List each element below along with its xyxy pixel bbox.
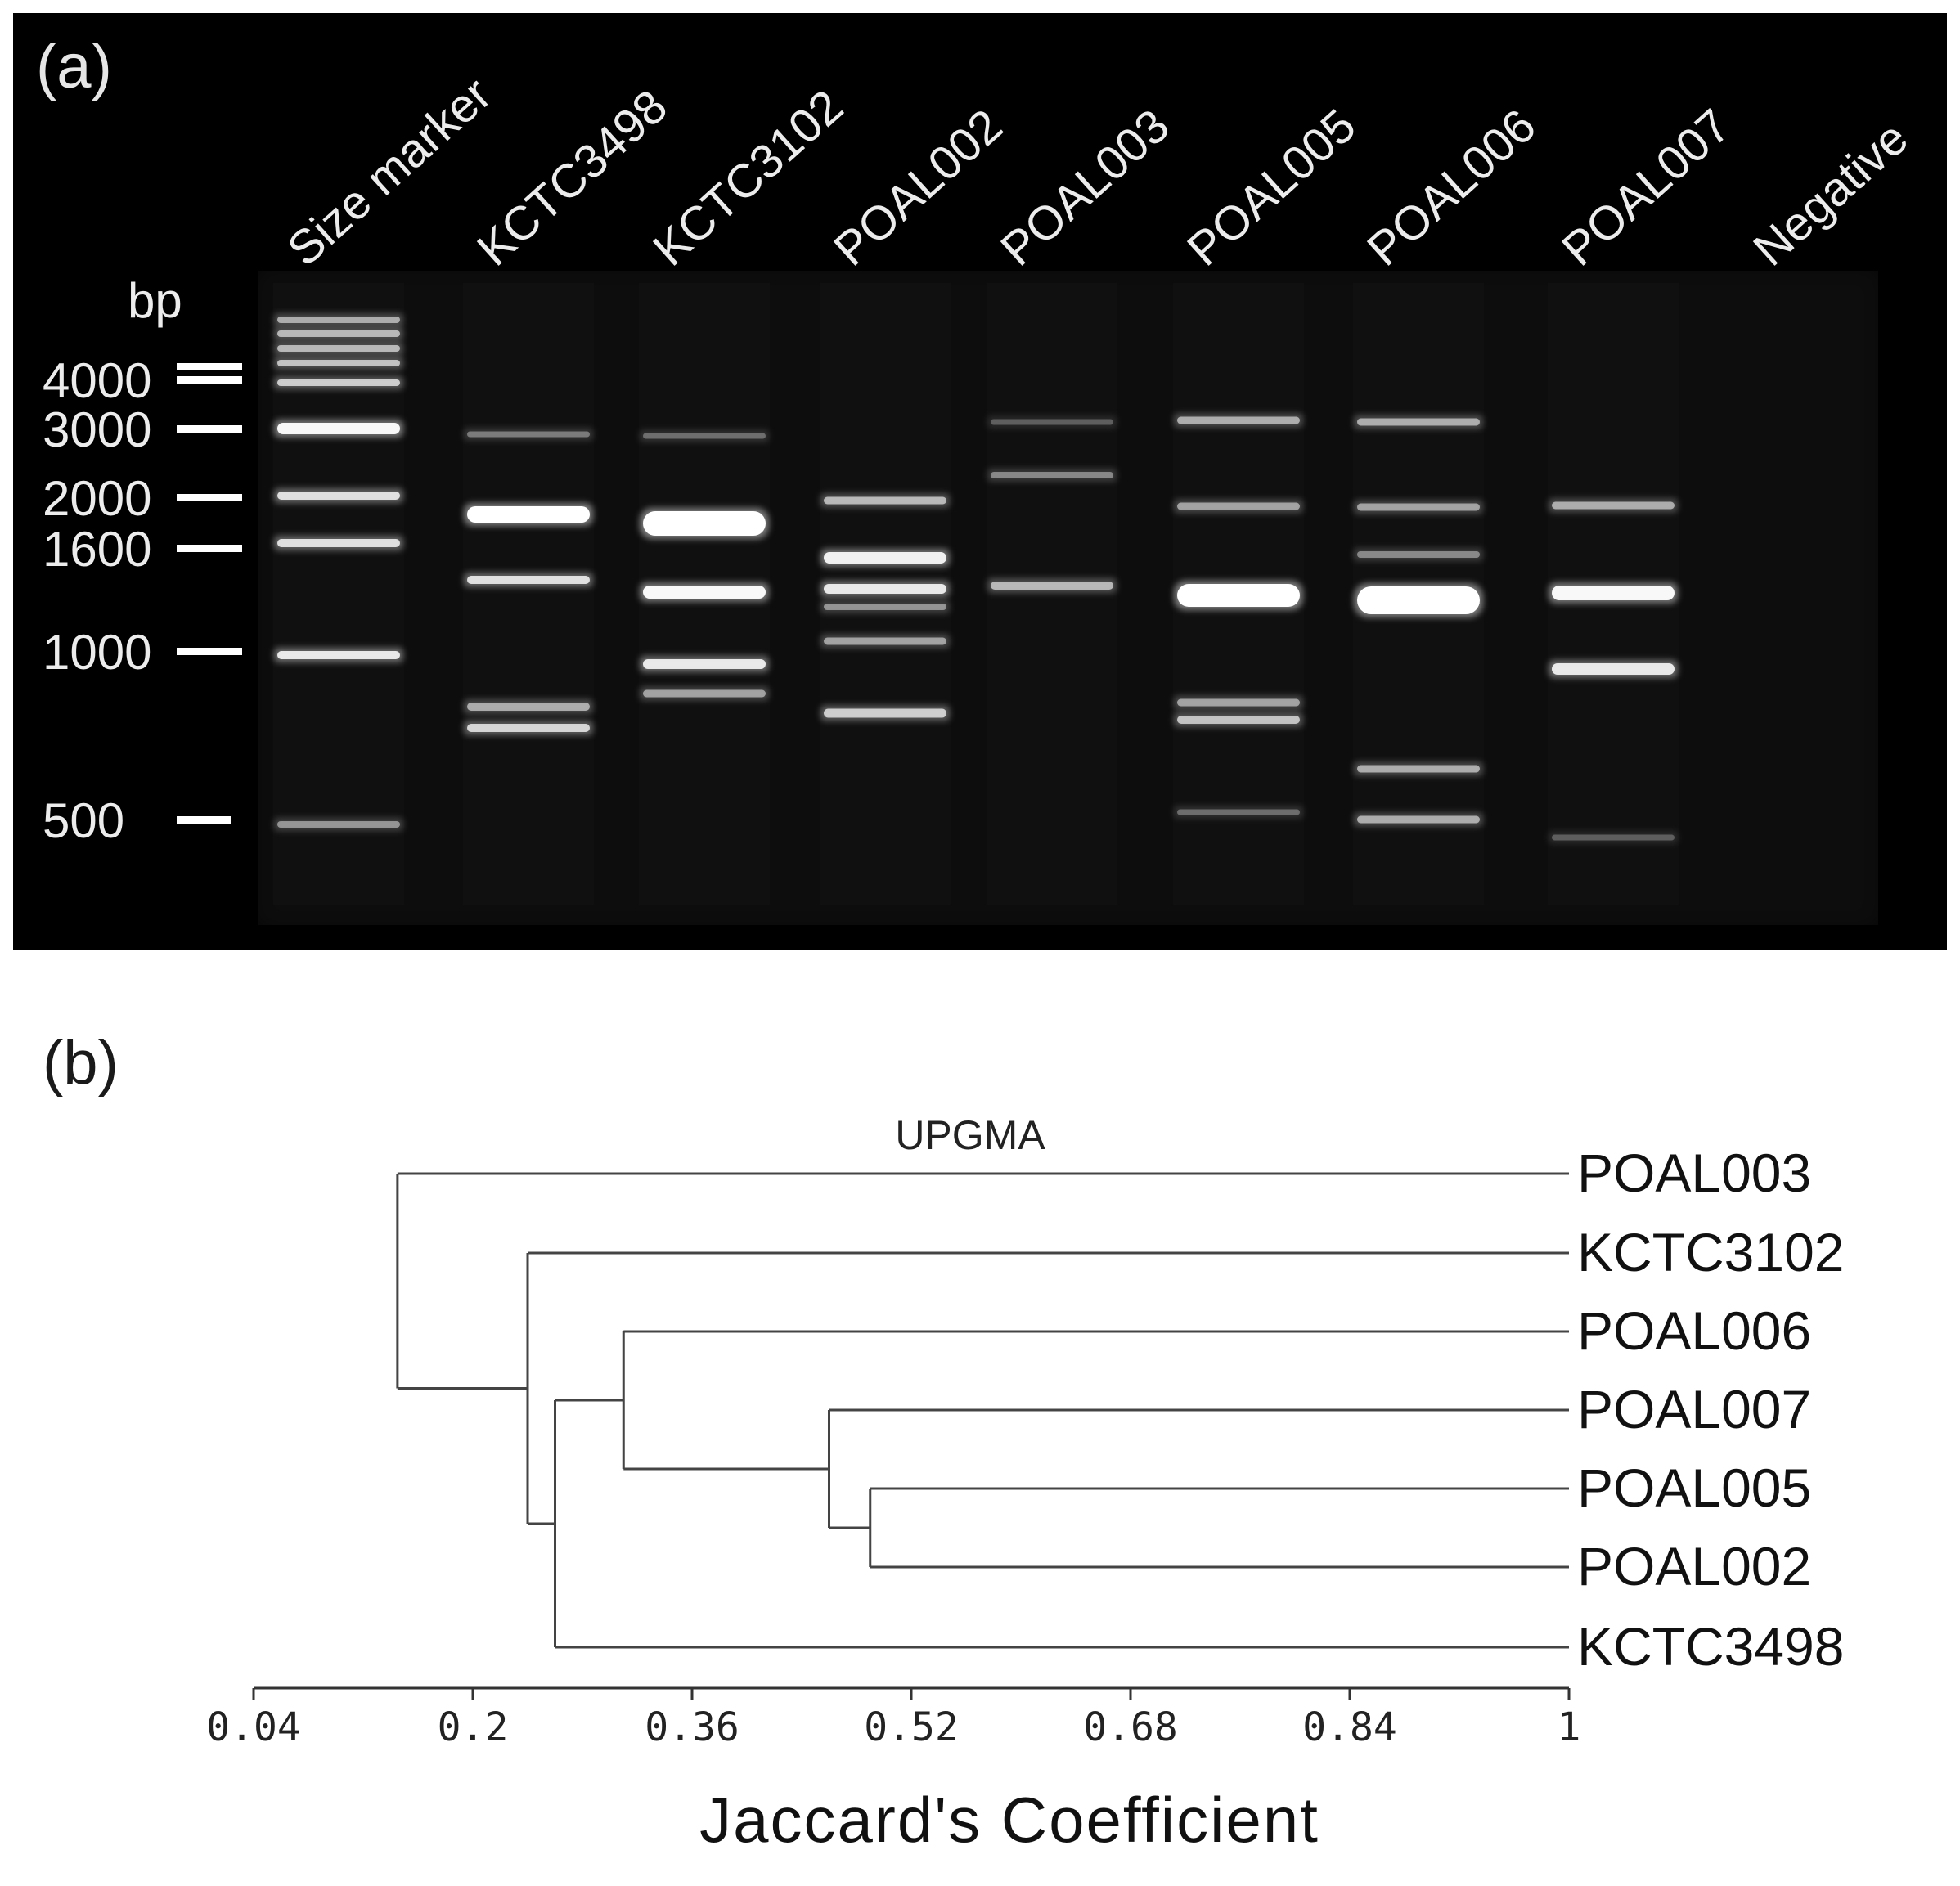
method-label: UPGMA (895, 1112, 1045, 1158)
gel-band (1354, 761, 1483, 776)
marker-tick (177, 648, 242, 655)
leaf-label: POAL003 (1577, 1143, 1811, 1203)
gel-band (274, 342, 403, 355)
gel-band (640, 582, 769, 602)
gel-band (274, 648, 403, 662)
axis-ticks: 0.04 0.2 0.36 0.52 0.68 0.84 1 (206, 1688, 1580, 1750)
gel-band (1549, 582, 1678, 604)
axis-tick-label: 0.84 (1302, 1704, 1397, 1750)
gel-band (274, 818, 403, 831)
gel-band (1174, 712, 1303, 727)
gel-band (820, 600, 950, 613)
marker-size-label: 1600 (43, 522, 151, 577)
leaf-label: KCTC3102 (1577, 1222, 1845, 1282)
gel-band (640, 686, 769, 701)
gel-electrophoresis-panel: Size marker KCTC3498 KCTC3102 POAL002 POAL00… (13, 13, 1947, 950)
panel-b-label: (b) (43, 1028, 119, 1098)
axis-tick-label: 0.2 (438, 1704, 509, 1750)
marker-tick (177, 363, 242, 370)
gel-band (820, 634, 950, 649)
marker-size-label: 3000 (43, 402, 151, 457)
leaf-label: POAL005 (1577, 1457, 1811, 1518)
gel-band (987, 469, 1117, 482)
gel-band (1354, 415, 1483, 429)
gel-band (274, 313, 403, 326)
gel-bands (274, 313, 1678, 844)
marker-tick (177, 816, 231, 824)
marker-tick (177, 425, 242, 433)
axis-title: Jaccard's Coefficient (699, 1784, 1319, 1856)
marker-tick (177, 494, 242, 501)
gel-band (274, 420, 403, 438)
axis-tick-label: 0.68 (1083, 1704, 1178, 1750)
bp-unit-label: bp (128, 273, 182, 328)
gel-band (1354, 500, 1483, 514)
marker-size-label: 500 (43, 793, 124, 848)
gel-band (274, 376, 403, 389)
gel-band (464, 699, 593, 714)
gel-band (640, 508, 769, 539)
gel-band (1354, 548, 1483, 561)
gel-band (820, 705, 950, 721)
gel-band (1549, 831, 1678, 844)
gel-band (274, 536, 403, 550)
gel-band (274, 357, 403, 370)
leaf-label: KCTC3498 (1577, 1616, 1845, 1677)
tree-branches (396, 1172, 1569, 1649)
gel-band (464, 573, 593, 587)
gel-band (640, 429, 769, 442)
axis-tick-label: 0.52 (864, 1704, 959, 1750)
gel-band (1174, 499, 1303, 514)
gel-band (1549, 498, 1678, 513)
gel-band (820, 549, 950, 567)
gel-band (1174, 581, 1303, 610)
marker-size-label: 1000 (43, 625, 151, 680)
gel-band (1174, 806, 1303, 819)
axis-tick-label: 0.36 (645, 1704, 739, 1750)
gel-band (464, 503, 593, 526)
marker-size-label: 4000 (43, 353, 151, 408)
marker-tick (177, 376, 242, 384)
leaf-label: POAL007 (1577, 1379, 1811, 1439)
gel-band (1174, 695, 1303, 710)
leaf-labels: POAL003 KCTC3102 POAL006 POAL007 POAL005 POAL… (1577, 1143, 1845, 1677)
gel-band (274, 488, 403, 503)
axis-tick-label: 1 (1558, 1704, 1581, 1750)
gel-band (987, 578, 1117, 593)
marker-tick (177, 545, 242, 552)
gel-band (1354, 812, 1483, 827)
gel-image: Size markerKCTC3498KCTC3102POAL002POAL00… (43, 67, 1918, 925)
gel-band (640, 656, 769, 672)
lane-smear (987, 283, 1117, 905)
gel-band (987, 415, 1117, 429)
panel-a-label: (a) (36, 32, 112, 101)
marker-size-label: 2000 (43, 471, 151, 526)
gel-band (820, 493, 950, 508)
axis-tick-label: 0.04 (206, 1704, 301, 1750)
lane-smear (463, 283, 594, 905)
gel-band (1354, 583, 1483, 617)
gel-band (464, 721, 593, 735)
gel-band (1549, 660, 1678, 678)
gel-band (820, 581, 950, 597)
gel-band (274, 327, 403, 340)
leaf-label: POAL006 (1577, 1300, 1811, 1361)
leaf-label: POAL002 (1577, 1536, 1811, 1596)
gel-band (1174, 413, 1303, 428)
gel-band (464, 428, 593, 441)
